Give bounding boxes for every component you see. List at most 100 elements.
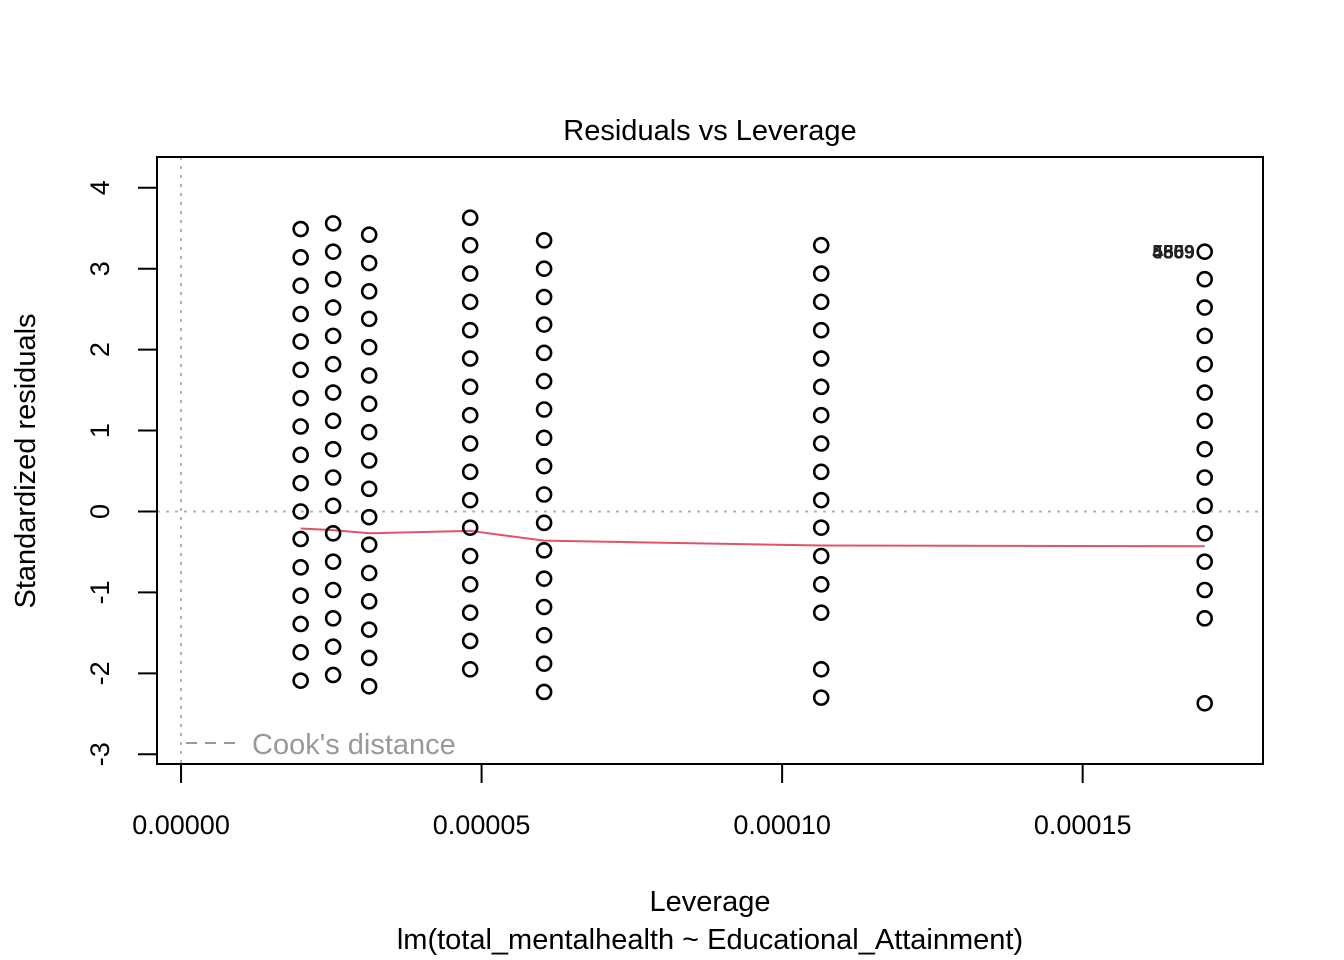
y-tick-label: -3 <box>85 742 115 766</box>
data-point <box>535 429 553 447</box>
data-point <box>324 440 342 458</box>
data-point <box>535 570 553 587</box>
data-point <box>461 435 479 452</box>
data-point <box>812 491 830 509</box>
data-point <box>461 491 479 509</box>
data-point <box>324 384 342 401</box>
chart-title: Residuals vs Leverage <box>563 115 856 147</box>
data-point <box>360 480 378 498</box>
data-point <box>535 260 553 277</box>
data-point <box>535 344 553 362</box>
data-point <box>324 666 342 684</box>
data-point <box>461 519 479 536</box>
data-point <box>360 621 378 638</box>
data-point <box>812 350 830 367</box>
data-point <box>461 265 479 282</box>
data-point <box>1196 581 1213 599</box>
data-point <box>292 418 309 435</box>
data-point <box>360 452 378 469</box>
data-point <box>324 581 342 599</box>
legend: Cook's distance <box>186 729 456 761</box>
legend-label: Cook's distance <box>252 729 456 761</box>
y-tick-label: 3 <box>85 261 115 276</box>
data-point <box>292 530 309 548</box>
data-point <box>360 338 378 356</box>
data-point <box>292 644 309 661</box>
data-point <box>812 689 830 706</box>
data-point <box>1196 469 1213 486</box>
data-point <box>324 525 342 542</box>
data-point <box>812 378 830 396</box>
data-point <box>535 232 553 249</box>
data-point <box>535 514 553 532</box>
y-axis-label: Standardized residuals <box>10 313 42 608</box>
data-point <box>1196 525 1213 542</box>
y-tick-label: 2 <box>85 342 115 357</box>
data-point <box>360 678 378 695</box>
data-point <box>324 355 342 373</box>
data-point <box>292 559 309 576</box>
data-point <box>535 598 553 616</box>
data-point <box>812 576 830 593</box>
point-label: 5509 <box>1152 243 1194 264</box>
x-tick-label: 0.00010 <box>733 810 831 840</box>
data-point <box>360 310 378 328</box>
data-point <box>292 333 309 350</box>
data-point <box>535 655 553 672</box>
y-axis: -3 -2 -1 0 1 2 3 4 <box>85 180 158 766</box>
x-tick-label: 0.00005 <box>433 810 531 840</box>
data-point <box>324 553 342 570</box>
y-tick-label: 4 <box>85 180 115 195</box>
data-point <box>535 683 553 701</box>
data-point <box>461 321 479 339</box>
y-tick-label: 1 <box>85 423 115 438</box>
smooth-line <box>300 527 1205 548</box>
data-point <box>360 395 378 413</box>
data-point <box>1196 497 1213 515</box>
data-point <box>324 270 342 288</box>
data-point <box>535 627 553 644</box>
y-tick-label: 0 <box>85 504 115 519</box>
data-point <box>535 372 553 390</box>
data-point <box>461 604 479 621</box>
data-point <box>461 547 479 565</box>
data-point <box>292 587 309 604</box>
x-tick-label: 0.00015 <box>1034 810 1132 840</box>
data-point <box>461 661 479 678</box>
data-point <box>1196 299 1213 316</box>
data-point <box>461 632 479 650</box>
x-axis-label: Leverage <box>650 886 771 918</box>
data-point <box>1196 553 1213 570</box>
data-point <box>324 412 342 430</box>
data-point <box>1196 694 1213 712</box>
data-point <box>812 547 830 565</box>
x-tick-label: 0.00000 <box>132 810 230 840</box>
data-point <box>812 321 830 339</box>
data-point <box>812 661 830 678</box>
data-point <box>1196 412 1213 430</box>
data-point <box>812 435 830 452</box>
data-point <box>1196 355 1213 373</box>
data-point <box>461 236 479 254</box>
data-point <box>535 457 553 475</box>
plot-frame <box>156 156 1264 765</box>
data-point <box>360 649 378 667</box>
data-point <box>1196 440 1213 458</box>
points-group <box>292 209 1213 712</box>
data-point <box>292 249 309 266</box>
data-point <box>812 604 830 621</box>
data-point <box>360 283 378 300</box>
data-point <box>324 299 342 316</box>
data-point <box>812 236 830 254</box>
data-point <box>292 503 309 520</box>
data-point <box>360 367 378 384</box>
data-point <box>535 288 553 306</box>
data-point <box>324 610 342 627</box>
data-point <box>812 519 830 536</box>
data-point <box>812 265 830 282</box>
data-point <box>292 446 309 464</box>
data-point <box>1196 327 1213 345</box>
data-point <box>292 389 309 407</box>
data-point <box>461 209 479 226</box>
